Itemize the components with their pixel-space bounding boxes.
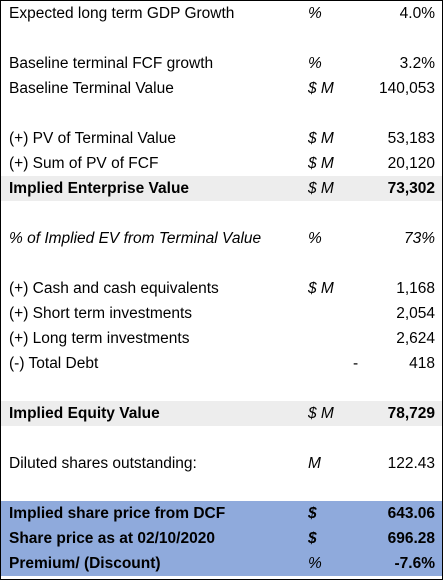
- row-long-term-investments: (+) Long term investments 2,624: [1, 326, 442, 351]
- row-cash: (+) Cash and cash equivalents $ M 1,168: [1, 276, 442, 301]
- row-pv-fcf: (+) Sum of PV of FCF $ M 20,120: [1, 151, 442, 176]
- row-pv-terminal: (+) PV of Terminal Value $ M 53,183: [1, 126, 442, 151]
- spacer-row: [1, 376, 442, 401]
- row-premium: Premium/ (Discount) % -7.6%: [1, 551, 442, 576]
- row-share-price-dcf: Implied share price from DCF $ 643.06: [1, 501, 442, 526]
- label: Baseline terminal FCF growth: [9, 55, 214, 72]
- row-short-term-investments: (+) Short term investments 2,054: [1, 301, 442, 326]
- unit: $ M: [308, 280, 334, 297]
- unit: $ M: [308, 130, 334, 147]
- label: % of Implied EV from Terminal Value: [9, 230, 262, 247]
- unit: $ M: [308, 180, 334, 197]
- value: 78,729: [387, 405, 435, 422]
- value: 53,183: [387, 130, 435, 147]
- value: -7.6%: [394, 555, 436, 572]
- value: 140,053: [378, 80, 435, 97]
- row-total-debt: (-) Total Debt - 418: [1, 351, 442, 376]
- label: (+) Long term investments: [9, 330, 190, 347]
- row-pct-ev-terminal: % of Implied EV from Terminal Value % 73…: [1, 226, 442, 251]
- spacer-row: [1, 201, 442, 226]
- value: 1,168: [396, 280, 435, 297]
- label: Diluted shares outstanding:: [9, 455, 197, 472]
- value: 418: [409, 355, 435, 372]
- unit: $ M: [308, 405, 334, 422]
- label: (+) Short term investments: [9, 305, 193, 322]
- label: Baseline Terminal Value: [9, 80, 174, 97]
- row-equity-value: Implied Equity Value $ M 78,729: [1, 401, 442, 426]
- value: 73,302: [387, 180, 435, 197]
- unit: %: [308, 230, 322, 247]
- row-gdp-growth: Expected long term GDP Growth % 4.0%: [1, 1, 442, 26]
- label: Implied Enterprise Value: [9, 180, 190, 197]
- value: 2,054: [396, 305, 435, 322]
- label: Implied Equity Value: [9, 405, 160, 422]
- spacer-row: [1, 26, 442, 51]
- label: Share price as at 02/10/2020: [9, 530, 215, 547]
- value: 2,624: [396, 330, 435, 347]
- value: 696.28: [387, 530, 435, 547]
- unit: M: [308, 455, 321, 472]
- unit: $: [308, 530, 317, 547]
- label: (+) Cash and cash equivalents: [9, 280, 219, 297]
- unit: $ M: [308, 155, 334, 172]
- value: 643.06: [387, 505, 435, 522]
- row-enterprise-value: Implied Enterprise Value $ M 73,302: [1, 176, 442, 201]
- value: 3.2%: [399, 55, 435, 72]
- spacer-row: [1, 101, 442, 126]
- value: 4.0%: [399, 5, 435, 22]
- label: (+) PV of Terminal Value: [9, 130, 176, 147]
- spacer-row: [1, 251, 442, 276]
- unit: %: [308, 555, 322, 572]
- row-fcf-growth: Baseline terminal FCF growth % 3.2%: [1, 51, 442, 76]
- label: Premium/ (Discount): [9, 555, 161, 572]
- label: Expected long term GDP Growth: [9, 5, 235, 22]
- label: Implied share price from DCF: [9, 505, 226, 522]
- label: (+) Sum of PV of FCF: [9, 155, 159, 172]
- row-terminal-value: Baseline Terminal Value $ M 140,053: [1, 76, 442, 101]
- unit: $ M: [308, 80, 334, 97]
- unit: %: [308, 5, 322, 22]
- row-share-price-actual: Share price as at 02/10/2020 $ 696.28: [1, 526, 442, 551]
- unit: %: [308, 55, 322, 72]
- row-diluted-shares: Diluted shares outstanding: M 122.43: [1, 451, 442, 476]
- value: 20,120: [387, 155, 435, 172]
- value: 73%: [403, 230, 435, 247]
- spacer-row: [1, 476, 442, 501]
- value: 122.43: [387, 455, 435, 472]
- label: (-) Total Debt: [9, 355, 99, 372]
- spacer-row: [1, 426, 442, 451]
- accounting-dash: -: [353, 355, 359, 372]
- unit: $: [308, 505, 317, 522]
